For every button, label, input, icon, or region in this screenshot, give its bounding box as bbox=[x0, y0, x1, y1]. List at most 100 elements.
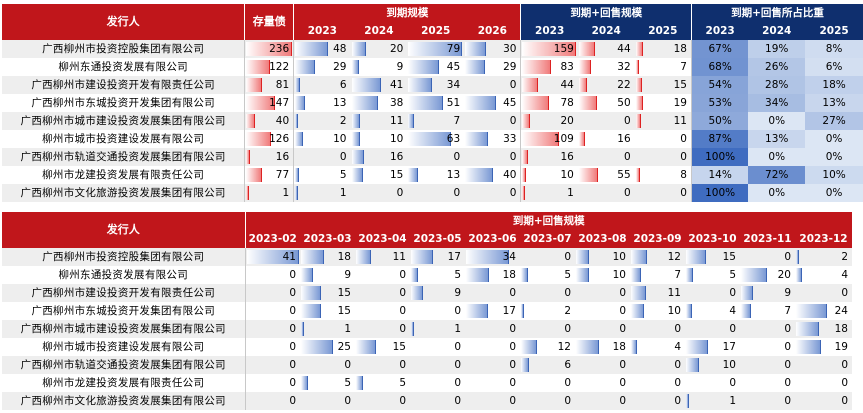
value-bar bbox=[246, 250, 299, 264]
value-label: 29 bbox=[333, 61, 347, 73]
ratio-cell: 0% bbox=[805, 184, 863, 202]
value-label: 7 bbox=[453, 115, 461, 127]
table-row: 广西柳州市城市建设投资发展集团有限公司 40 2 11 7 0 20 0 11 50% 0% 27% bbox=[2, 112, 863, 130]
value-bar bbox=[301, 322, 304, 336]
value-cell: 0 bbox=[244, 320, 300, 338]
month-header: 2023-06 bbox=[465, 230, 520, 248]
issuer-name: 柳州市城市投资建设发展有限公司 bbox=[2, 130, 246, 148]
ratio-cell: 18% bbox=[805, 76, 863, 94]
value-cell: 0 bbox=[464, 184, 521, 202]
value-label: 1 bbox=[567, 187, 574, 199]
value-cell: 10 bbox=[685, 356, 740, 374]
value-cell: 2 bbox=[293, 112, 351, 130]
month-header: 2023-05 bbox=[410, 230, 465, 248]
table-row: 广西柳州市轨道交通投资发展集团有限公司 0 0 0 0 0 6 0 0 10 0 0 bbox=[2, 356, 852, 374]
value-label: 0 bbox=[619, 305, 626, 317]
value-label: 30 bbox=[503, 43, 517, 55]
value-cell: 44 bbox=[577, 40, 635, 58]
value-cell: 83 bbox=[520, 58, 578, 76]
value-label: 16 bbox=[275, 151, 290, 163]
value-label: 11 bbox=[673, 115, 687, 127]
issuer-name: 广西柳州市轨道交通投资发展集团有限公司 bbox=[2, 148, 246, 166]
value-label: 0 bbox=[289, 305, 296, 317]
value-bar bbox=[246, 132, 272, 146]
value-cell: 33 bbox=[464, 130, 521, 148]
value-cell: 4 bbox=[685, 302, 740, 320]
value-cell: 0 bbox=[630, 374, 685, 392]
value-label: 0 bbox=[289, 341, 296, 353]
ratio-cell: 13% bbox=[748, 130, 806, 148]
value-bar bbox=[796, 250, 799, 264]
value-cell: 41 bbox=[244, 248, 300, 266]
value-label: 50 bbox=[617, 97, 631, 109]
value-label: 15 bbox=[337, 287, 351, 299]
value-cell: 0 bbox=[464, 76, 521, 94]
value-cell: 0 bbox=[630, 356, 685, 374]
value-label: 9 bbox=[784, 287, 791, 299]
value-label: 0 bbox=[564, 287, 571, 299]
value-label: 0 bbox=[619, 395, 626, 407]
value-bar bbox=[578, 132, 585, 146]
value-label: 17 bbox=[722, 341, 736, 353]
value-label: 77 bbox=[275, 169, 290, 181]
value-bar bbox=[686, 250, 706, 264]
value-bar bbox=[408, 132, 452, 146]
value-bar bbox=[351, 60, 359, 74]
stock-header: 存量债 bbox=[244, 4, 294, 40]
table-row: 广西柳州市建设投资开发有限责任公司 0 15 0 9 0 0 0 11 0 9 0 bbox=[2, 284, 852, 302]
value-cell: 44 bbox=[520, 76, 578, 94]
ratio-cell: 26% bbox=[748, 58, 806, 76]
value-bar bbox=[465, 96, 497, 110]
value-cell: 0 bbox=[740, 338, 795, 356]
value-bar bbox=[521, 340, 537, 354]
value-cell: 0 bbox=[244, 338, 300, 356]
value-bar bbox=[578, 78, 587, 92]
value-bar bbox=[465, 132, 489, 146]
value-cell: 0 bbox=[520, 374, 575, 392]
value-label: 0 bbox=[289, 359, 296, 371]
issuer-name: 广西柳州市东城投资开发集团有限公司 bbox=[2, 94, 246, 112]
value-label: 2 bbox=[841, 251, 848, 263]
value-bar bbox=[522, 168, 527, 182]
value-cell: 18 bbox=[634, 40, 692, 58]
issuer-name: 广西柳州市文化旅游投资发展集团有限公司 bbox=[2, 184, 246, 202]
value-label: 0 bbox=[674, 359, 681, 371]
value-cell: 16 bbox=[577, 130, 635, 148]
month-header: 2023-12 bbox=[795, 230, 852, 248]
value-label: 0 bbox=[289, 287, 296, 299]
value-label: 0 bbox=[619, 359, 626, 371]
value-cell: 0 bbox=[244, 392, 300, 410]
value-cell: 0 bbox=[577, 184, 635, 202]
value-label: 10 bbox=[560, 169, 574, 181]
ratio-group-header: 到期+回售所占比重 bbox=[690, 4, 863, 22]
value-bar bbox=[522, 150, 529, 164]
value-cell: 0 bbox=[520, 320, 575, 338]
table-row: 广西柳州市东城投资开发集团有限公司 147 13 38 51 45 78 50 19 53% 34%… bbox=[2, 94, 863, 112]
value-bar bbox=[686, 304, 692, 318]
issuer-header: 发行人 bbox=[2, 4, 245, 40]
value-label: 33 bbox=[503, 133, 517, 145]
value-cell: 0 bbox=[355, 356, 410, 374]
value-cell: 0 bbox=[410, 374, 465, 392]
value-cell: 1 bbox=[410, 320, 465, 338]
value-bar bbox=[351, 114, 360, 128]
value-label: 1 bbox=[339, 187, 347, 199]
ratio-cell: 10% bbox=[805, 166, 863, 184]
value-label: 48 bbox=[333, 43, 347, 55]
value-label: 0 bbox=[399, 359, 406, 371]
value-bar bbox=[246, 42, 293, 56]
value-label: 0 bbox=[674, 323, 681, 335]
value-label: 0 bbox=[509, 341, 516, 353]
value-label: 0 bbox=[509, 79, 517, 91]
value-label: 0 bbox=[454, 359, 461, 371]
putback-year-header: 2024 bbox=[577, 22, 635, 40]
table-row: 广西柳州市文化旅游投资发展集团有限公司 1 1 0 0 0 1 0 0 100% 0% 0% bbox=[2, 184, 863, 202]
value-cell: 0 bbox=[410, 338, 465, 356]
value-label: 9 bbox=[396, 61, 404, 73]
value-label: 1 bbox=[729, 395, 736, 407]
value-label: 11 bbox=[389, 115, 404, 127]
value-label: 0 bbox=[564, 323, 571, 335]
value-label: 40 bbox=[275, 115, 290, 127]
value-bar bbox=[351, 78, 381, 92]
ratio-cell: 0% bbox=[748, 148, 806, 166]
